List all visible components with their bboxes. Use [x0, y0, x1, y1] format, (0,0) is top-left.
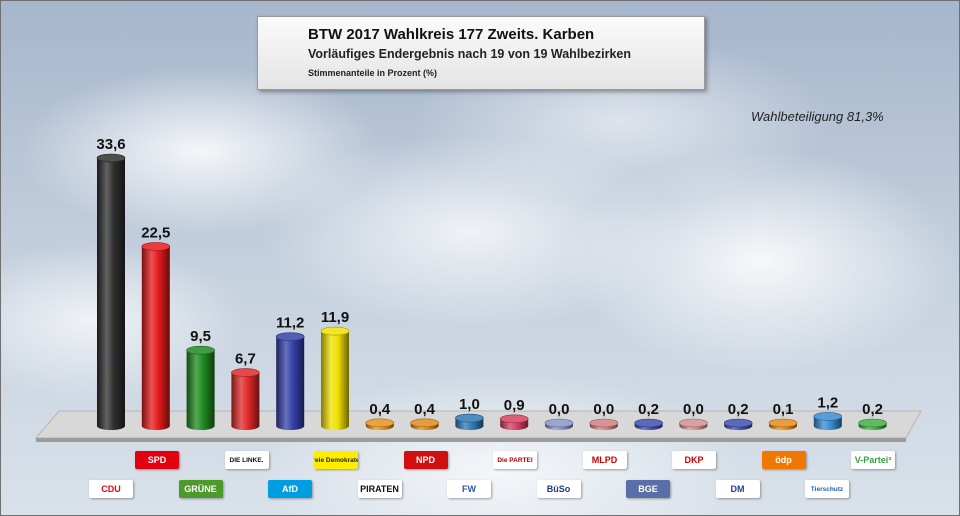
- bar-top: [365, 418, 395, 428]
- bar-body: [141, 246, 170, 426]
- party-logo: NPD: [403, 451, 448, 469]
- bar: [410, 418, 439, 430]
- bar-top: [141, 242, 171, 251]
- party-logo: BüSo: [536, 480, 581, 498]
- value-label: 1,2: [817, 394, 838, 411]
- unit-note: Stimmenanteile in Prozent (%): [308, 68, 438, 78]
- bar-top: [768, 418, 798, 428]
- value-label: 0,1: [773, 401, 794, 418]
- bar-body: [813, 416, 842, 426]
- bar: [589, 418, 619, 430]
- bar-base: [500, 422, 529, 430]
- turnout-label: Wahlbeteiligung 81,3%: [751, 109, 884, 124]
- bar-base: [231, 422, 260, 430]
- party-logo: DM: [715, 480, 760, 498]
- bar-top: [410, 418, 439, 428]
- bar-top: [679, 418, 708, 428]
- value-label: 0,4: [414, 401, 436, 418]
- value-label: 0,0: [593, 401, 614, 418]
- bar-top: [186, 345, 215, 355]
- value-label: 6,7: [235, 351, 256, 368]
- bar-body: [186, 350, 215, 426]
- party-logo: MLPD: [582, 451, 627, 469]
- party-logo: SPD: [135, 451, 179, 469]
- bar-base: [455, 422, 484, 430]
- bar-top: [589, 418, 619, 428]
- bar-top: [544, 418, 574, 428]
- bar-group: 33,6 22,5 9,5 6,7 11,2 11,9 0,4 0,4 1,0 0,9 0,0 0,0…: [96, 136, 887, 430]
- bar-base: [97, 422, 125, 430]
- party-logo: Tierschutz: [805, 480, 849, 498]
- value-label: 9,5: [190, 328, 211, 345]
- bar: [723, 418, 753, 430]
- bar-body: [231, 372, 260, 426]
- bar: [544, 418, 574, 430]
- bar: [275, 332, 305, 430]
- bar-top: [320, 326, 350, 336]
- value-label: 22,5: [141, 225, 170, 242]
- value-label: 0,2: [638, 401, 659, 418]
- bar: [499, 414, 529, 430]
- value-label: 0,2: [862, 401, 883, 418]
- chart-title: BTW 2017 Wahlkreis 177 Zweits. Karben: [308, 26, 595, 43]
- bar: [858, 418, 887, 430]
- value-label: 0,9: [504, 397, 525, 414]
- bar-base: [276, 422, 305, 430]
- bar-top: [499, 414, 529, 424]
- value-label: 0,2: [728, 401, 749, 418]
- party-logo: BGE: [626, 480, 670, 498]
- bar: [455, 413, 484, 430]
- value-label: 0,0: [683, 401, 704, 418]
- bar: [679, 418, 708, 430]
- bar: [141, 242, 171, 430]
- bar: [320, 326, 350, 430]
- value-label: 1,0: [459, 396, 480, 413]
- bar-top: [858, 418, 887, 428]
- bar-top: [96, 153, 126, 163]
- bar-base: [813, 422, 842, 430]
- party-logo: AfD: [268, 480, 312, 498]
- bar-base: [321, 422, 349, 430]
- party-logo: Freie Demokraten: [314, 451, 358, 469]
- bar: [96, 153, 126, 430]
- party-logo: FW: [447, 480, 491, 498]
- bar-top: [275, 332, 305, 341]
- bar-top: [634, 418, 663, 428]
- bar-top: [723, 418, 753, 428]
- chart-subtitle: Vorläufiges Endergebnis nach 19 von 19 W…: [308, 47, 632, 61]
- bar-top: [455, 413, 484, 423]
- value-label: 0,0: [549, 401, 570, 418]
- party-logo: ödp: [761, 451, 806, 469]
- party-logo: V-Partei³: [851, 451, 895, 469]
- party-logo: DKP: [672, 451, 716, 469]
- bar: [186, 345, 215, 430]
- bar-body: [97, 158, 125, 426]
- bar: [813, 412, 843, 430]
- party-logo: PIRATEN: [357, 480, 402, 498]
- bar-body: [276, 336, 305, 426]
- party-logo: CDU: [89, 480, 133, 498]
- party-logo: DIE LINKE.: [224, 451, 269, 469]
- bar-top: [813, 412, 843, 421]
- bar: [768, 418, 798, 430]
- party-logo: Die PARTEI: [493, 451, 537, 469]
- bar-top: [231, 368, 260, 377]
- bar-base: [141, 422, 170, 430]
- bar: [634, 418, 663, 430]
- bar: [365, 418, 395, 430]
- value-label: 11,2: [276, 315, 304, 332]
- bar-base: [186, 422, 215, 430]
- value-label: 33,6: [96, 136, 125, 153]
- title-box: BTW 2017 Wahlkreis 177 Zweits. Karben Vo…: [257, 16, 705, 90]
- value-label: 0,4: [369, 401, 391, 418]
- chart-floor-edge: [36, 438, 906, 442]
- bar: [231, 368, 260, 430]
- bar-body: [321, 331, 349, 426]
- party-logo: GRÜNE: [178, 480, 223, 498]
- value-label: 11,9: [321, 309, 349, 326]
